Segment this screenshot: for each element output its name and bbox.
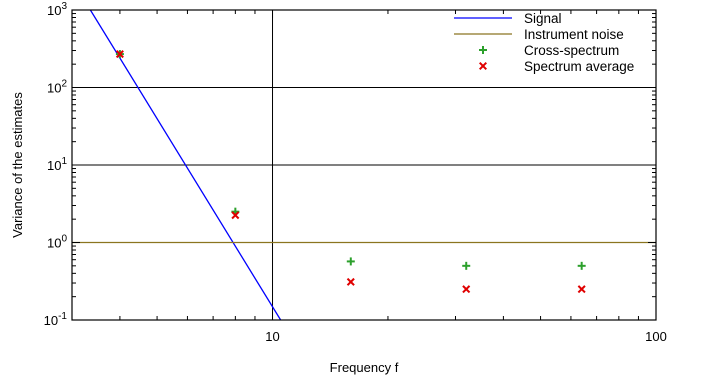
y-axis-label: Variance of the estimates [10,92,25,238]
data-point-cross-spectrum [462,261,471,270]
marker-spectrum-average [231,211,240,220]
y-tick-label: 101 [47,156,67,173]
legend-entry-instrument-noise: Instrument noise [454,27,624,42]
series-clip-group [72,10,656,320]
legend-label-cross-spectrum: Cross-spectrum [524,43,619,58]
legend-label-instrument-noise: Instrument noise [524,27,624,42]
legend-label-spectrum-average: Spectrum average [524,59,634,74]
series-line-signal [89,10,282,320]
legend-swatch-spectrum-average [478,61,488,71]
data-point-spectrum-average [577,285,586,294]
legend-entry-signal: Signal [454,11,562,26]
data-point-cross-spectrum [346,257,355,266]
data-point-spectrum-average [231,211,240,220]
data-point-cross-spectrum [577,261,586,270]
x-tick-label: 10 [265,329,279,344]
axis-ticks: 10 100 10-1 100 101 102 103 [44,1,667,344]
data-point-spectrum-average [115,50,124,59]
x-tick-label: 100 [645,329,667,344]
marker-spectrum-average [577,285,586,294]
marker-spectrum-average [115,50,124,59]
y-tick-label: 103 [47,1,67,18]
y-tick-label: 10-1 [44,311,68,328]
data-point-spectrum-average [462,285,471,294]
marker-spectrum-average [462,285,471,294]
data-point-spectrum-average [346,277,355,286]
marker-spectrum-average [346,277,355,286]
series-layer [72,10,656,320]
legend-entry-cross-spectrum: Cross-spectrum [479,43,619,58]
y-tick-label: 100 [47,234,67,251]
y-tick-label: 102 [47,79,67,96]
x-axis-label: Frequency f [330,360,399,375]
legend-entry-spectrum-average: Spectrum average [478,59,634,74]
legend-label-signal: Signal [524,11,562,26]
